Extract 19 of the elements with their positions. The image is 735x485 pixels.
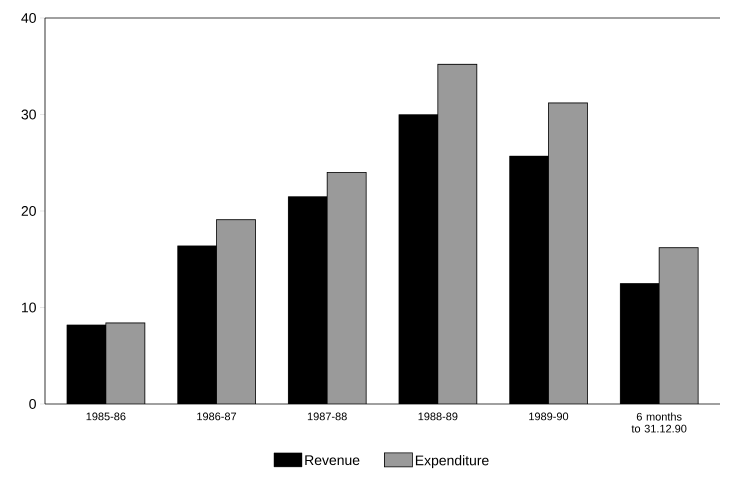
bar xyxy=(106,322,145,404)
y-tick-label: 30 xyxy=(21,110,36,120)
y-tick-label: 10 xyxy=(22,302,36,312)
x-tick-label: 1985-86 xyxy=(86,412,126,420)
x-tick-label: 1988-89 xyxy=(418,412,458,420)
x-tick-label: 1986-87 xyxy=(197,412,236,420)
bar xyxy=(438,64,477,404)
bar xyxy=(327,172,366,404)
bar xyxy=(658,247,699,404)
y-tick-label: 20 xyxy=(22,206,36,216)
y-tick-label: 0 xyxy=(29,399,36,409)
legend-label: Expenditure xyxy=(416,455,489,468)
bar xyxy=(548,102,588,404)
bar xyxy=(216,220,256,404)
x-tick-label: 1989-90 xyxy=(529,412,568,420)
y-tick-label: 40 xyxy=(21,13,36,23)
legend-label: Revenue xyxy=(305,455,360,466)
x-tick-label: 6 months to 31.12.90 xyxy=(632,412,686,433)
x-tick-label: 1987-88 xyxy=(308,412,347,420)
